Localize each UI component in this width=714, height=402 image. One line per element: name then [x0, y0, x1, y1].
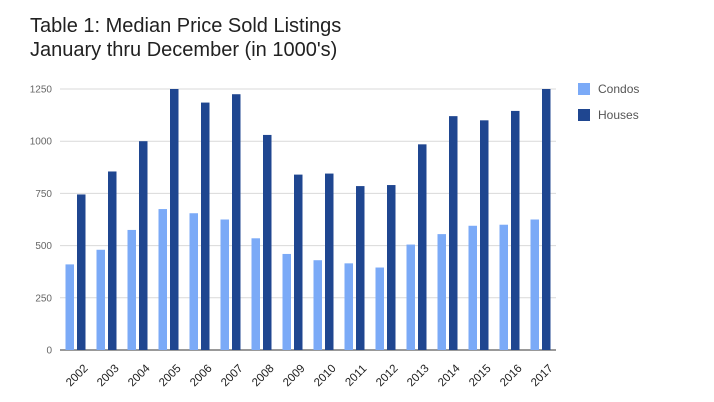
y-tick-label: 1250: [30, 85, 53, 96]
x-tick-label: 2014: [436, 362, 463, 389]
chart-title-line-1: Table 1: Median Price Sold Listings: [30, 15, 342, 37]
x-tick-label: 2004: [126, 362, 153, 389]
x-tick-label: 2017: [529, 363, 556, 390]
bar-houses-2007: [232, 94, 241, 350]
bar-condos-2008: [251, 238, 260, 350]
bar-houses-2014: [449, 116, 458, 350]
x-tick-label: 2013: [405, 363, 432, 390]
x-tick-label: 2003: [95, 363, 122, 390]
legend-label-condos: Condos: [598, 82, 639, 96]
y-tick-label: 500: [35, 241, 52, 252]
y-tick-label: 0: [46, 346, 52, 357]
bar-houses-2003: [108, 171, 117, 350]
x-tick-label: 2011: [343, 363, 369, 389]
x-tick-label: 2010: [312, 363, 339, 390]
bar-houses-2005: [170, 89, 179, 350]
bar-condos-2002: [65, 264, 74, 350]
bar-houses-2012: [387, 185, 396, 350]
bar-condos-2007: [220, 219, 229, 350]
x-tick-label: 2009: [281, 363, 308, 390]
bar-condos-2013: [406, 244, 415, 350]
bar-condos-2014: [437, 234, 446, 350]
bar-houses-2011: [356, 186, 365, 350]
bar-condos-2016: [499, 224, 508, 350]
bar-houses-2009: [294, 174, 303, 350]
bar-condos-2003: [96, 249, 105, 350]
bar-houses-2010: [325, 173, 334, 350]
chart-title: Table 1: Median Price Sold Listings Janu…: [30, 14, 341, 62]
x-tick-label: 2015: [467, 363, 494, 390]
bar-houses-2006: [201, 102, 210, 351]
bar-houses-2008: [263, 134, 272, 350]
bar-houses-2002: [77, 194, 86, 350]
bar-condos-2015: [468, 225, 477, 350]
x-tick-label: 2007: [219, 363, 246, 390]
y-tick-label: 250: [35, 293, 52, 304]
bar-houses-2016: [511, 110, 520, 350]
bar-houses-2013: [418, 144, 427, 350]
x-tick-label: 2008: [250, 363, 277, 390]
y-tick-label: 1000: [30, 137, 53, 148]
legend-swatch-houses: [578, 109, 590, 121]
bar-condos-2004: [127, 229, 136, 350]
bar-condos-2017: [530, 219, 539, 350]
legend-swatch-condos: [578, 83, 590, 95]
bar-condos-2006: [189, 213, 198, 350]
bar-houses-2004: [139, 141, 148, 350]
chart-title-line-2: January thru December (in 1000's): [30, 39, 338, 61]
bar-condos-2010: [313, 260, 322, 350]
bar-condos-2012: [375, 267, 384, 350]
x-tick-label: 2005: [157, 363, 184, 390]
bar-condos-2005: [158, 209, 167, 350]
bar-houses-2015: [480, 120, 489, 350]
x-tick-label: 2002: [64, 363, 91, 390]
x-tick-label: 2016: [498, 363, 525, 390]
y-tick-label: 750: [35, 189, 52, 200]
bar-condos-2009: [282, 253, 291, 350]
x-tick-label: 2012: [374, 363, 401, 390]
legend-label-houses: Houses: [598, 108, 639, 122]
bar-houses-2017: [542, 89, 551, 350]
bar-condos-2011: [344, 263, 353, 350]
x-tick-label: 2006: [188, 363, 215, 390]
